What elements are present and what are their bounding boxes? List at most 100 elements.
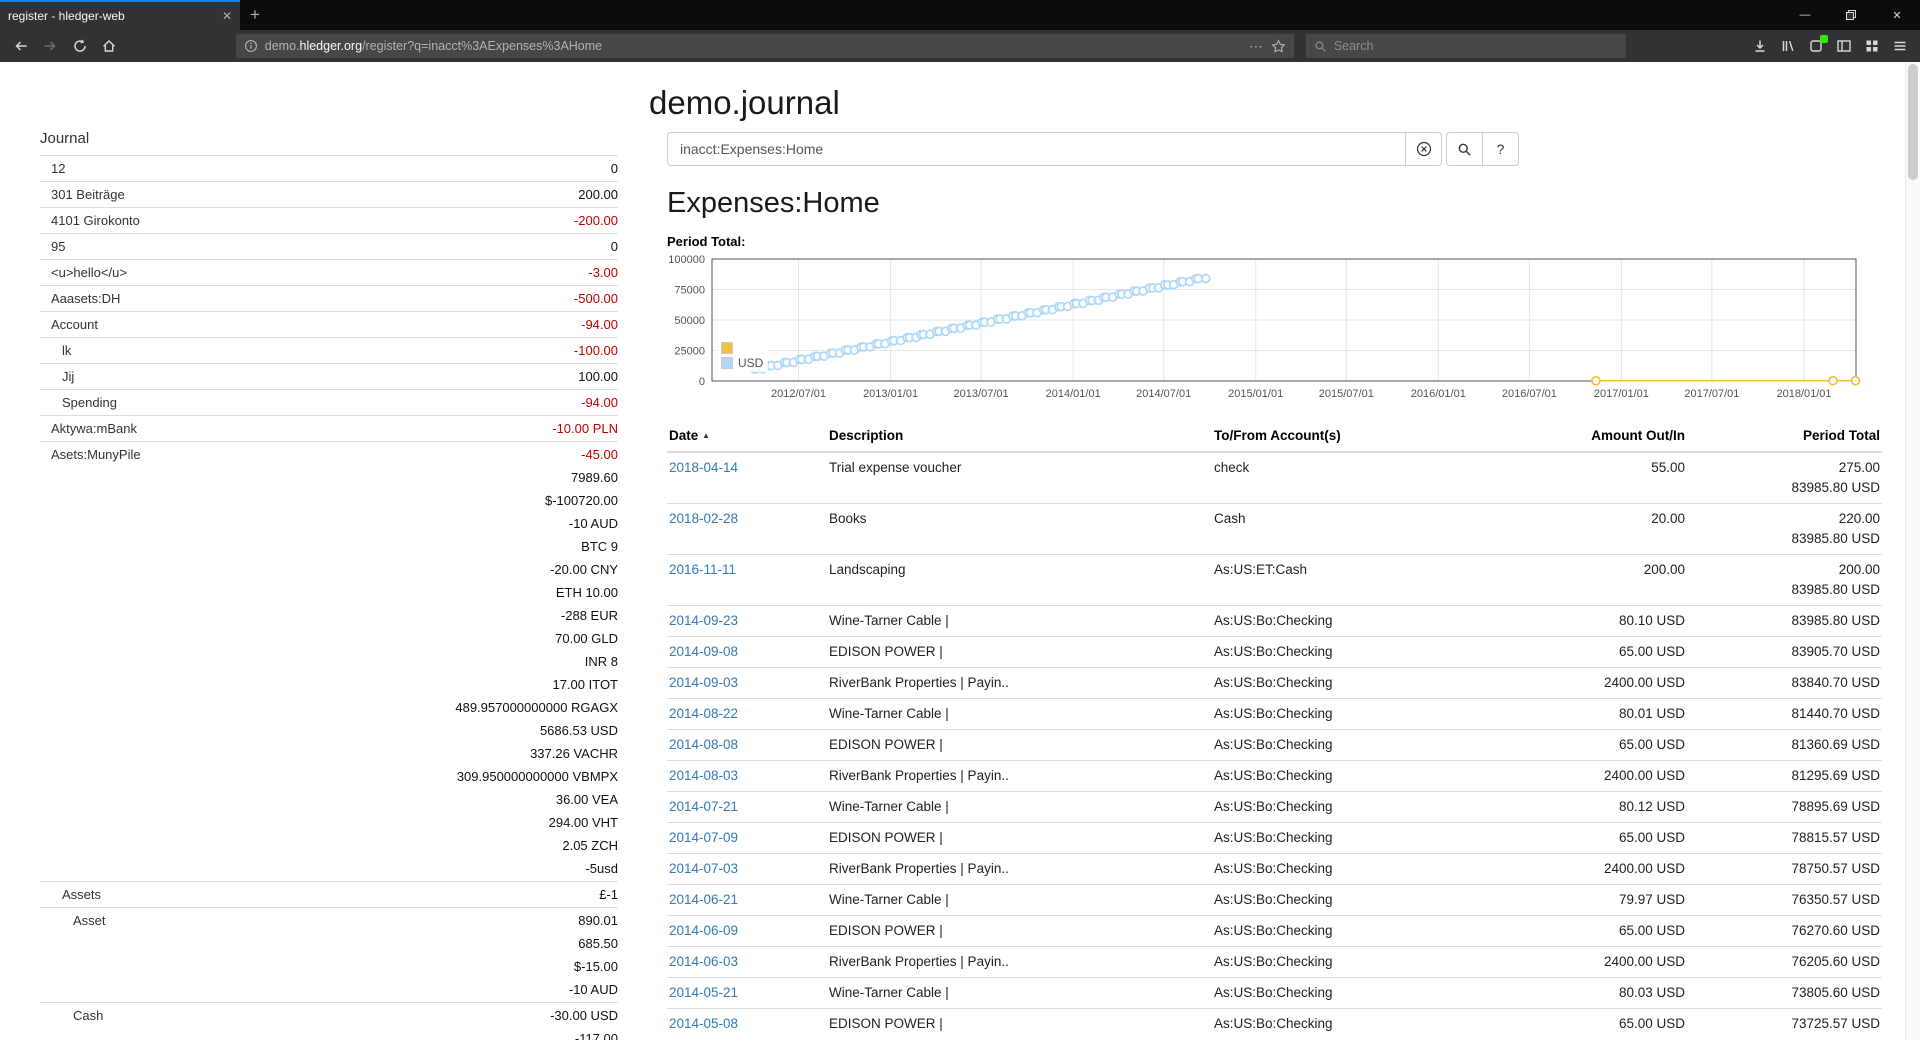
svg-text:2018/01/01: 2018/01/01 xyxy=(1776,388,1831,400)
sidebar-balance-amount: -94.00 xyxy=(581,395,618,410)
sidebar-account-link[interactable]: Cash xyxy=(73,1008,104,1023)
register-row[interactable]: 2014-06-09 EDISON POWER | As:US:Bo:Checkin… xyxy=(667,915,1882,947)
sidebar-account-link[interactable]: Spending xyxy=(62,395,117,410)
sidebar-account-link[interactable]: <u>hello</u> xyxy=(51,265,127,280)
transaction-date-link[interactable]: 2018-02-28 xyxy=(669,511,739,526)
register-row[interactable]: 2014-09-23 Wine-Tarner Cable | As:US:Bo:Ch… xyxy=(667,605,1882,637)
url-bar[interactable]: demo.hledger.org/register?q=inacct%3AExp… xyxy=(235,34,1294,58)
register-row[interactable]: 2016-11-11 Landscaping As:US:ET:Cash 200.00… xyxy=(667,554,1882,606)
transaction-date: 2014-07-03 xyxy=(667,853,827,885)
sidebar-account-link[interactable]: Jij xyxy=(62,369,75,384)
forward-button[interactable] xyxy=(35,32,64,60)
transaction-date-link[interactable]: 2014-07-03 xyxy=(669,861,739,876)
transaction-date: 2018-02-28 xyxy=(667,503,827,555)
sidebar-balance-amount: -30.00 USD xyxy=(550,1008,618,1023)
transaction-date-link[interactable]: 2014-07-09 xyxy=(669,830,739,845)
transaction-date-link[interactable]: 2014-08-08 xyxy=(669,737,739,752)
window-close-button[interactable]: ✕ xyxy=(1892,9,1902,22)
sidebar-account-link[interactable]: 12 xyxy=(51,161,66,176)
column-header-date[interactable]: Date ▲ xyxy=(667,420,827,453)
register-row[interactable]: 2014-06-03 RiverBank Properties | Payin..… xyxy=(667,946,1882,978)
page-actions-icon[interactable]: ⋯ xyxy=(1248,37,1264,54)
browser-search-field[interactable]: Search xyxy=(1305,34,1626,58)
register-row[interactable]: 2018-02-28 Books Cash 20.00 220.00 83985.80 U… xyxy=(667,503,1882,555)
run-search-button[interactable] xyxy=(1446,132,1483,166)
sidebar-account-link[interactable]: Assets xyxy=(62,887,102,902)
window-restore-button[interactable] xyxy=(1828,0,1874,30)
sidebar-account-link[interactable]: 95 xyxy=(51,239,66,254)
query-input[interactable] xyxy=(667,132,1406,166)
reload-button[interactable] xyxy=(65,32,94,60)
register-row[interactable]: 2014-05-08 EDISON POWER | As:US:Bo:Checkin… xyxy=(667,1008,1882,1039)
sidebar-balance-amount: -94.00 xyxy=(581,317,618,332)
sidebar-balance-amount: -10 AUD xyxy=(568,982,618,997)
transaction-date-link[interactable]: 2014-06-21 xyxy=(669,892,739,907)
sidebar-account-link[interactable]: Aktywa:mBank xyxy=(51,421,137,436)
bookmark-star-icon[interactable] xyxy=(1271,38,1286,54)
toolbar-icons xyxy=(1746,32,1914,60)
sidebar-journal-link[interactable]: Journal xyxy=(40,130,90,147)
window-minimize-button[interactable]: — xyxy=(1799,9,1811,21)
transaction-date-link[interactable]: 2014-05-08 xyxy=(669,1016,739,1031)
period-total-label: Period Total: xyxy=(667,234,746,249)
sidebar-account-row: 95 0 xyxy=(40,233,618,259)
register-row[interactable]: 2014-07-03 RiverBank Properties | Payin..… xyxy=(667,853,1882,885)
extension-icon xyxy=(1810,40,1822,52)
scrollbar-thumb[interactable] xyxy=(1908,64,1918,180)
page-scrollbar[interactable] xyxy=(1905,62,1920,1040)
column-header-account: To/From Account(s) xyxy=(1212,420,1522,453)
transaction-account: As:US:Bo:Checking xyxy=(1212,915,1522,947)
help-button[interactable]: ? xyxy=(1482,132,1519,166)
transaction-date-link[interactable]: 2014-06-09 xyxy=(669,923,739,938)
register-row[interactable]: 2014-06-21 Wine-Tarner Cable | As:US:Bo:Ch… xyxy=(667,884,1882,916)
sidebar: Journal 12 0 301 Beiträge 200.00 4101 Giroko… xyxy=(40,130,618,1040)
apps-button[interactable] xyxy=(1858,32,1886,60)
sidebar-account-row: Cash -30.00 USD -117.00 xyxy=(40,1002,618,1040)
new-tab-button[interactable]: + xyxy=(250,5,260,24)
register-body: 2018-04-14 Trial expense voucher check 55.0… xyxy=(667,451,1882,1039)
library-button[interactable] xyxy=(1774,32,1802,60)
register-row[interactable]: 2014-09-08 EDISON POWER | As:US:Bo:Checkin… xyxy=(667,636,1882,668)
sidebar-balance-amount: 17.00 ITOT xyxy=(552,677,618,692)
register-row[interactable]: 2014-05-21 Wine-Tarner Cable | As:US:Bo:Ch… xyxy=(667,977,1882,1009)
transaction-date-link[interactable]: 2014-09-08 xyxy=(669,644,739,659)
site-info-icon[interactable] xyxy=(244,39,258,53)
transaction-date-link[interactable]: 2014-07-21 xyxy=(669,799,739,814)
tab-close-icon[interactable]: ✕ xyxy=(221,9,232,23)
transaction-date-link[interactable]: 2014-08-03 xyxy=(669,768,739,783)
register-row[interactable]: 2014-07-09 EDISON POWER | As:US:Bo:Checkin… xyxy=(667,822,1882,854)
sidebar-balance-amount: 685.50 xyxy=(578,936,618,951)
legend-swatch xyxy=(721,341,733,354)
transaction-date-link[interactable]: 2014-09-03 xyxy=(669,675,739,690)
transaction-date-link[interactable]: 2018-04-14 xyxy=(669,460,739,475)
transaction-date-link[interactable]: 2014-06-03 xyxy=(669,954,739,969)
register-row[interactable]: 2018-04-14 Trial expense voucher check 55.0… xyxy=(667,451,1882,504)
download-button[interactable] xyxy=(1746,32,1774,60)
extension-button[interactable] xyxy=(1802,32,1830,60)
browser-tab[interactable]: register - hledger-web ✕ xyxy=(0,0,240,30)
register-row[interactable]: 2014-08-08 EDISON POWER | As:US:Bo:Checkin… xyxy=(667,729,1882,761)
register-row[interactable]: 2014-07-21 Wine-Tarner Cable | As:US:Bo:Ch… xyxy=(667,791,1882,823)
period-total: 78750.57 USD xyxy=(1687,853,1882,885)
sidebar-toggle-button[interactable] xyxy=(1830,32,1858,60)
transaction-date-link[interactable]: 2016-11-11 xyxy=(669,562,737,577)
column-header-period-total: Period Total xyxy=(1687,420,1882,453)
register-row[interactable]: 2014-09-03 RiverBank Properties | Payin..… xyxy=(667,667,1882,699)
sidebar-account-row: Jij 100.00 xyxy=(40,363,618,389)
sidebar-account-link[interactable]: Aaasets:DH xyxy=(51,291,121,306)
clear-query-button[interactable] xyxy=(1405,132,1442,166)
register-row[interactable]: 2014-08-22 Wine-Tarner Cable | As:US:Bo:Ch… xyxy=(667,698,1882,730)
sidebar-account-link[interactable]: Asets:MunyPile xyxy=(51,447,141,462)
transaction-date-link[interactable]: 2014-09-23 xyxy=(669,613,739,628)
home-button[interactable] xyxy=(94,32,123,60)
sidebar-account-link[interactable]: 4101 Girokonto xyxy=(51,213,140,228)
back-button[interactable] xyxy=(6,32,35,60)
sidebar-account-link[interactable]: Asset xyxy=(73,913,106,928)
transaction-date-link[interactable]: 2014-08-22 xyxy=(669,706,739,721)
register-row[interactable]: 2014-08-03 RiverBank Properties | Payin..… xyxy=(667,760,1882,792)
sidebar-account-link[interactable]: 301 Beiträge xyxy=(51,187,125,202)
menu-button[interactable] xyxy=(1886,32,1914,60)
transaction-date-link[interactable]: 2014-05-21 xyxy=(669,985,739,1000)
sidebar-account-link[interactable]: Account xyxy=(51,317,98,332)
sidebar-account-link[interactable]: lk xyxy=(62,343,72,358)
